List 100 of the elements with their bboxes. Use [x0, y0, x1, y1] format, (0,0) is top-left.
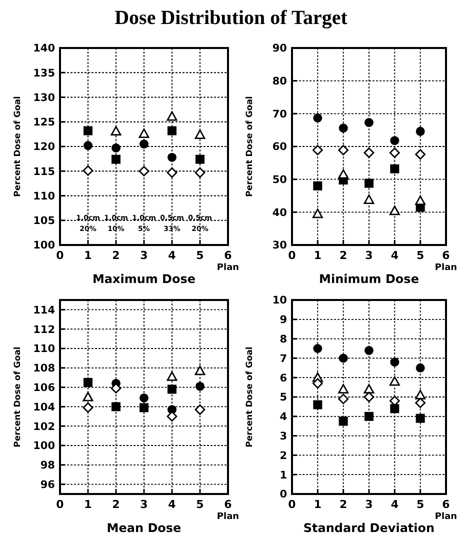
y-tick-label: 114: [33, 304, 55, 316]
x-axis-title: Plan: [216, 263, 240, 273]
y-tick-label: 9: [280, 314, 287, 326]
y-tick-label: 10: [272, 294, 287, 307]
x-tick-label: 2: [112, 498, 120, 511]
point: [364, 412, 374, 421]
x-tick-label: 2: [340, 249, 348, 262]
point: [140, 403, 148, 412]
point: [415, 149, 426, 160]
x-tick-label: 0: [56, 498, 64, 511]
point: [390, 136, 400, 146]
y-tick-label: 104: [33, 401, 55, 414]
point: [389, 376, 400, 386]
point: [338, 394, 349, 404]
point: [338, 124, 348, 133]
point: [416, 126, 425, 136]
point: [415, 398, 426, 408]
y-tick-label: 135: [33, 67, 55, 80]
point: [364, 194, 374, 204]
x-tick-label: 1: [314, 249, 322, 262]
x-tick-label: 3: [365, 249, 373, 262]
point: [166, 371, 178, 381]
point: [390, 358, 400, 367]
y-tick-label: 115: [33, 166, 55, 178]
x-tick-label: 1: [84, 498, 92, 511]
point: [415, 390, 426, 400]
y-tick-label: 110: [33, 343, 55, 356]
point: [338, 169, 349, 179]
x-tick-label: 6: [224, 249, 232, 262]
point: [364, 118, 374, 128]
point: [416, 414, 425, 423]
y-tick-label: 2: [280, 450, 287, 462]
point: [166, 111, 178, 121]
point: [140, 140, 148, 149]
point: [390, 164, 400, 174]
point: [138, 128, 150, 138]
text: Mean Dose: [106, 521, 182, 535]
x-tick-label: 6: [224, 498, 232, 511]
point: [338, 416, 348, 426]
point: [196, 154, 204, 164]
y-tick-label: 70: [272, 108, 287, 120]
y-tick-label: 105: [33, 215, 55, 228]
point: [84, 126, 92, 136]
x-tick-label: 4: [390, 249, 399, 262]
x-tick-label: 3: [365, 498, 373, 511]
x-tick-label: 0: [288, 498, 296, 511]
x-tick-label: 5: [416, 498, 424, 511]
point: [110, 126, 122, 136]
x-tick-label: 2: [340, 498, 348, 511]
point: [194, 167, 206, 178]
point: [138, 166, 150, 176]
point: [364, 346, 374, 355]
y-tick-label: 8: [280, 333, 287, 346]
point: [338, 144, 349, 156]
x-axis-title: Plan: [216, 512, 240, 522]
x-tick-label: 5: [416, 249, 424, 262]
y-tick-label: 3: [280, 430, 287, 442]
y-tick-label: 140: [33, 42, 55, 55]
text: Standard Deviation: [303, 521, 435, 535]
point: [166, 411, 178, 422]
point: [338, 384, 349, 394]
point: [313, 113, 322, 122]
chart-title: Dose Distribution of Target: [114, 7, 348, 29]
y-tick-label: 50: [272, 174, 287, 186]
point: [82, 165, 94, 176]
point: [194, 366, 206, 376]
y-axis-title: Percent Dose of Goal: [13, 96, 23, 197]
x-tick-label: 3: [140, 249, 148, 262]
point: [312, 144, 323, 156]
y-tick-label: 125: [33, 116, 55, 129]
y-tick-label: 60: [272, 141, 287, 154]
y-tick-label: 110: [33, 190, 55, 202]
x-tick-label: 4: [168, 249, 176, 262]
y-tick-label: 5: [280, 392, 287, 404]
x-axis-title: Plan: [434, 512, 458, 522]
y-tick-label: 80: [272, 76, 287, 88]
point: [194, 404, 206, 415]
x-tick-label: 0: [288, 249, 296, 262]
y-tick-label: 40: [272, 206, 287, 219]
y-tick-label: 108: [33, 362, 55, 375]
point: [313, 344, 322, 353]
x-tick-label: 4: [168, 498, 176, 511]
point: [110, 383, 122, 394]
y-tick-label: 100: [33, 440, 55, 452]
text: Minimum Dose: [319, 272, 419, 286]
x-tick-label: 1: [314, 498, 322, 511]
point: [338, 354, 348, 363]
y-tick-label: 90: [272, 42, 287, 55]
y-tick-label: 130: [33, 92, 55, 104]
x-tick-label: 0: [56, 249, 64, 262]
point: [112, 402, 120, 412]
point: [168, 384, 176, 394]
y-tick-label: 4: [280, 411, 287, 424]
point: [389, 206, 400, 216]
point: [140, 393, 148, 402]
point: [168, 152, 176, 162]
point: [194, 129, 206, 139]
y-tick-label: 102: [33, 420, 55, 433]
point: [390, 404, 400, 414]
point: [364, 392, 374, 402]
